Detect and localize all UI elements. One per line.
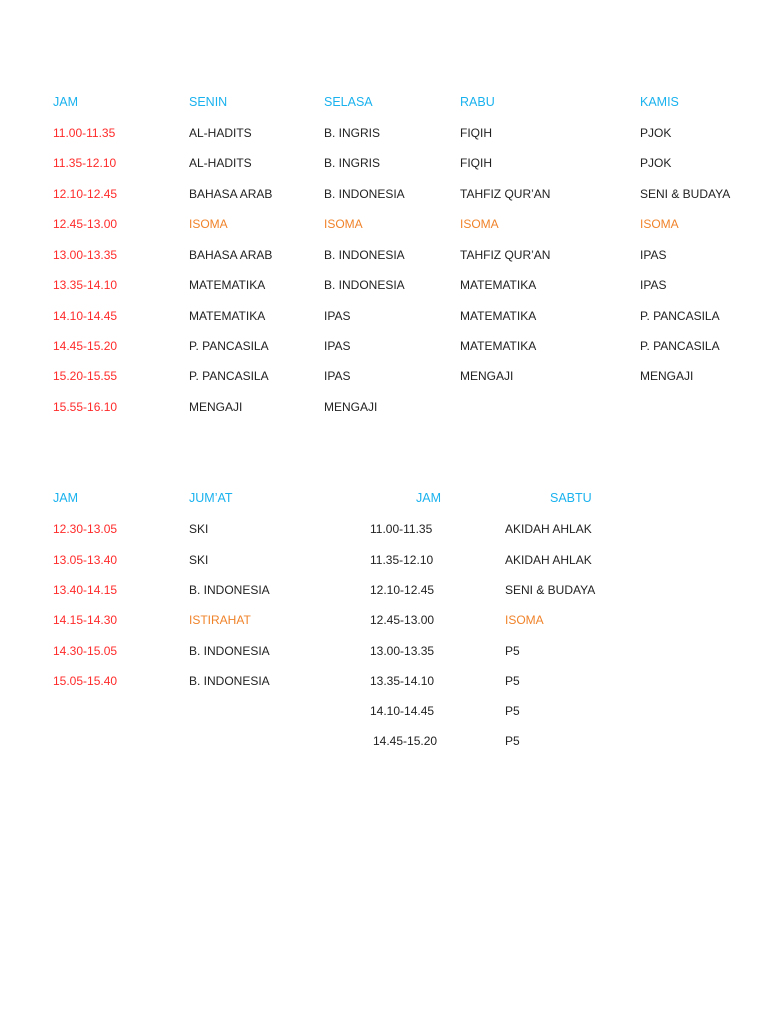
subject-cell: MENGAJI xyxy=(324,400,378,414)
subject-cell: PJOK xyxy=(640,156,672,170)
subject-cell: MENGAJI xyxy=(640,369,694,383)
subject-cell: IPAS xyxy=(640,278,667,292)
subject-cell: SENI & BUDAYA xyxy=(505,583,596,597)
time-slot: 13.35-14.10 xyxy=(370,674,435,688)
column-header-kamis: KAMIS xyxy=(640,95,679,109)
time-slot: 15.05-15.40 xyxy=(53,674,118,688)
time-slot: 12.10-12.45 xyxy=(53,187,118,201)
subject-cell: ISOMA xyxy=(189,217,228,231)
subject-cell: ISOMA xyxy=(505,613,544,627)
subject-cell: SENI & BUDAYA xyxy=(640,187,731,201)
subject-cell: SKI xyxy=(189,522,209,536)
subject-cell: TAHFIZ QUR’AN xyxy=(460,187,551,201)
subject-cell: FIQIH xyxy=(460,126,492,140)
subject-cell: P. PANCASILA xyxy=(189,339,269,353)
subject-cell: P5 xyxy=(505,704,520,718)
subject-cell: B. INDONESIA xyxy=(324,187,405,201)
subject-cell: MATEMATIKA xyxy=(460,339,537,353)
time-slot: 15.20-15.55 xyxy=(53,369,118,383)
time-slot: 11.00-11.35 xyxy=(370,522,433,536)
subject-cell: B. INDONESIA xyxy=(189,583,270,597)
column-header-rabu: RABU xyxy=(460,95,495,109)
subject-cell: B. INGRIS xyxy=(324,156,381,170)
subject-cell: BAHASA ARAB xyxy=(189,248,273,262)
time-slot: 14.30-15.05 xyxy=(53,644,118,658)
subject-cell: B. INDONESIA xyxy=(189,674,270,688)
subject-cell: AL-HADITS xyxy=(189,126,252,140)
subject-cell: IPAS xyxy=(324,369,351,383)
subject-cell: SKI xyxy=(189,553,209,567)
subject-cell: MATEMATIKA xyxy=(460,309,537,323)
subject-cell: P. PANCASILA xyxy=(189,369,269,383)
column-header-jumat: JUM’AT xyxy=(189,491,233,505)
subject-cell: P. PANCASILA xyxy=(640,309,720,323)
column-header-jam: JAM xyxy=(416,491,441,505)
time-slot: 15.55-16.10 xyxy=(53,400,118,414)
subject-cell: AKIDAH AHLAK xyxy=(505,553,592,567)
time-slot: 13.35-14.10 xyxy=(53,278,118,292)
subject-cell: AL-HADITS xyxy=(189,156,252,170)
subject-cell: B. INDONESIA xyxy=(189,644,270,658)
subject-cell: BAHASA ARAB xyxy=(189,187,273,201)
subject-cell: MENGAJI xyxy=(189,400,243,414)
subject-cell: ISOMA xyxy=(640,217,679,231)
subject-cell: B. INDONESIA xyxy=(324,248,405,262)
time-slot: 14.45-15.20 xyxy=(53,339,118,353)
subject-cell: IPAS xyxy=(324,339,351,353)
subject-cell: B. INGRIS xyxy=(324,126,381,140)
subject-cell: P. PANCASILA xyxy=(640,339,720,353)
time-slot: 13.05-13.40 xyxy=(53,553,118,567)
subject-cell: MATEMATIKA xyxy=(189,309,266,323)
time-slot: 14.10-14.45 xyxy=(370,704,435,718)
time-slot: 14.10-14.45 xyxy=(53,309,118,323)
subject-cell: ISTIRAHAT xyxy=(189,613,251,627)
time-slot: 13.00-13.35 xyxy=(53,248,118,262)
subject-cell: MATEMATIKA xyxy=(189,278,266,292)
subject-cell: PJOK xyxy=(640,126,672,140)
column-header-senin: SENIN xyxy=(189,95,228,109)
column-header-sabtu: SABTU xyxy=(550,491,592,505)
time-slot: 14.45-15.20 xyxy=(373,734,438,748)
subject-cell: ISOMA xyxy=(324,217,363,231)
time-slot: 12.10-12.45 xyxy=(370,583,435,597)
subject-cell: P5 xyxy=(505,674,520,688)
column-header-jam: JAM xyxy=(53,95,78,109)
subject-cell: ISOMA xyxy=(460,217,499,231)
subject-cell: AKIDAH AHLAK xyxy=(505,522,592,536)
subject-cell: B. INDONESIA xyxy=(324,278,405,292)
time-slot: 12.45-13.00 xyxy=(370,613,435,627)
time-slot: 12.30-13.05 xyxy=(53,522,118,536)
subject-cell: P5 xyxy=(505,734,520,748)
time-slot: 11.35-12.10 xyxy=(370,553,434,567)
column-header-jam: JAM xyxy=(53,491,78,505)
column-header-selasa: SELASA xyxy=(324,95,373,109)
subject-cell: MENGAJI xyxy=(460,369,514,383)
time-slot: 13.00-13.35 xyxy=(370,644,435,658)
time-slot: 11.00-11.35 xyxy=(53,126,116,140)
subject-cell: TAHFIZ QUR’AN xyxy=(460,248,551,262)
subject-cell: MATEMATIKA xyxy=(460,278,537,292)
subject-cell: IPAS xyxy=(640,248,667,262)
time-slot: 14.15-14.30 xyxy=(53,613,118,627)
subject-cell: IPAS xyxy=(324,309,351,323)
subject-cell: P5 xyxy=(505,644,520,658)
time-slot: 11.35-12.10 xyxy=(53,156,117,170)
time-slot: 12.45-13.00 xyxy=(53,217,118,231)
subject-cell: FIQIH xyxy=(460,156,492,170)
time-slot: 13.40-14.15 xyxy=(53,583,118,597)
